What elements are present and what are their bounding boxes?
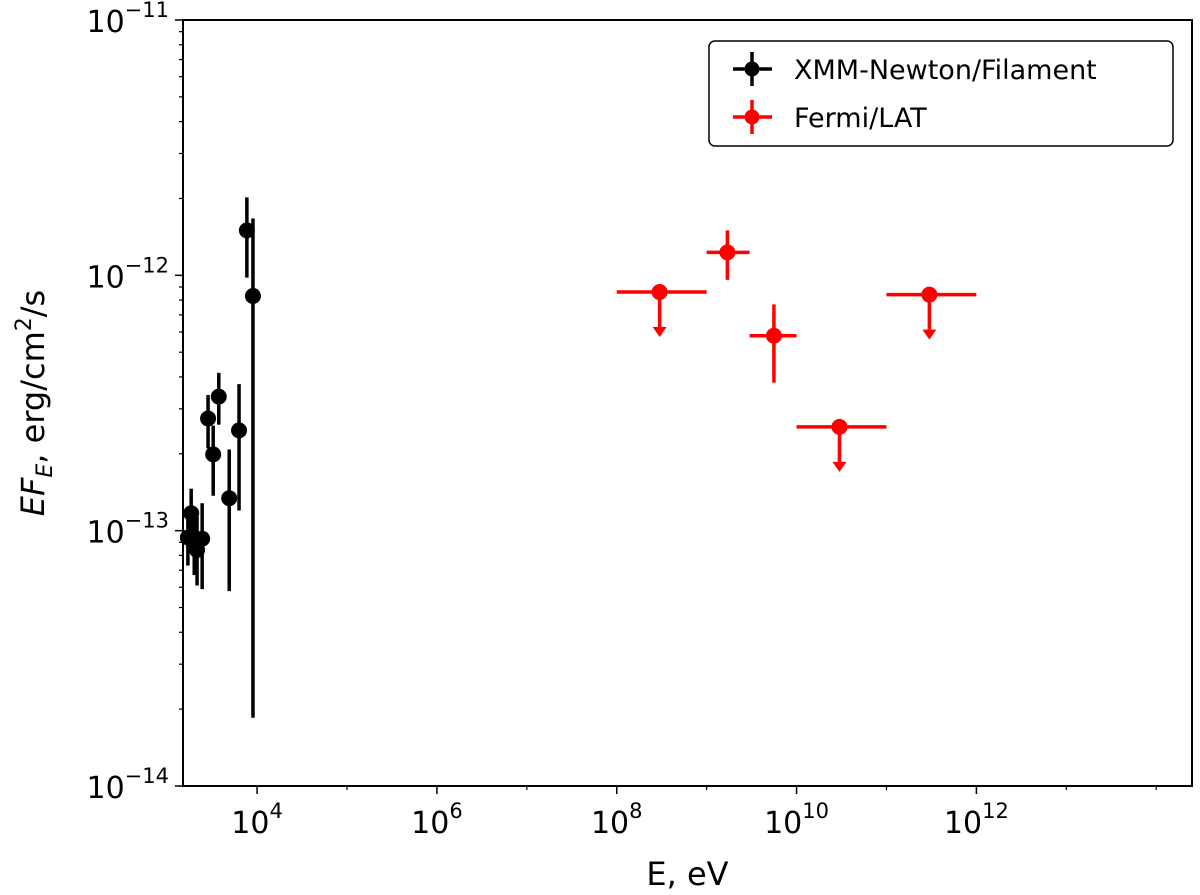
- fermi-point-0: [616, 284, 707, 338]
- xmm-point-5: [200, 394, 217, 449]
- x-tick-label-2: 108: [591, 799, 643, 841]
- x-tick-label-0: 104: [231, 799, 283, 841]
- xmm-point-7: [210, 372, 227, 425]
- x-axis-ticks: 104 106 108 1010 1012: [231, 786, 1157, 841]
- x-tick-label-4: 1012: [944, 799, 1009, 841]
- y-tick-label-0: 10−14: [86, 764, 169, 806]
- marker: [921, 286, 938, 303]
- marker: [200, 410, 217, 427]
- marker: [231, 422, 248, 439]
- legend-label-xmm: XMM-Newton/Filament: [794, 55, 1097, 86]
- marker: [651, 284, 668, 301]
- marker: [221, 490, 238, 507]
- legend-marker: [744, 61, 760, 77]
- fermi-point-1: [706, 230, 750, 280]
- y-axis-ticks: 10−14 10−13 10−12 10−11: [86, 0, 183, 806]
- fermi-point-3: [796, 418, 887, 472]
- xmm-point-9: [231, 384, 248, 511]
- upper-limit-arrow-icon: [652, 327, 667, 338]
- marker: [238, 222, 255, 239]
- data-marks: [179, 197, 977, 718]
- marker: [194, 530, 211, 547]
- legend-entry-xmm: [733, 52, 772, 86]
- marker: [244, 287, 261, 304]
- x-tick-label-3: 1010: [764, 799, 829, 841]
- y-tick-label-2: 10−12: [86, 253, 169, 295]
- y-tick-label-3: 10−11: [86, 0, 169, 40]
- xmm-point-10: [238, 197, 255, 278]
- marker: [831, 418, 848, 435]
- xmm-point-8: [221, 449, 238, 592]
- upper-limit-arrow-icon: [832, 461, 847, 472]
- xmm-point-4: [194, 503, 211, 590]
- series-1: [616, 230, 977, 472]
- marker: [719, 244, 736, 261]
- legend-entry-fermi: [733, 100, 772, 134]
- series-0: [179, 197, 261, 718]
- y-axis-title: EFE, erg/cm2/s: [12, 290, 58, 516]
- fermi-point-4: [886, 286, 977, 340]
- xmm-point-1: [183, 488, 200, 540]
- upper-limit-arrow-icon: [922, 329, 937, 340]
- marker: [210, 388, 227, 405]
- marker: [765, 327, 782, 344]
- marker: [183, 505, 200, 522]
- xmm-point-6: [205, 425, 222, 496]
- plot-frame: [182, 19, 1193, 787]
- legend-marker: [744, 109, 760, 125]
- x-tick-label-1: 106: [411, 799, 463, 841]
- legend-box: [708, 40, 1174, 147]
- legend: XMM-Newton/Filament Fermi/LAT: [708, 40, 1174, 147]
- marker: [205, 446, 222, 463]
- x-axis-title: E, eV: [646, 855, 728, 893]
- fermi-point-2: [749, 304, 797, 383]
- legend-label-fermi: Fermi/LAT: [794, 103, 927, 134]
- xmm-point-11: [244, 218, 261, 718]
- y-tick-label-1: 10−13: [86, 509, 169, 551]
